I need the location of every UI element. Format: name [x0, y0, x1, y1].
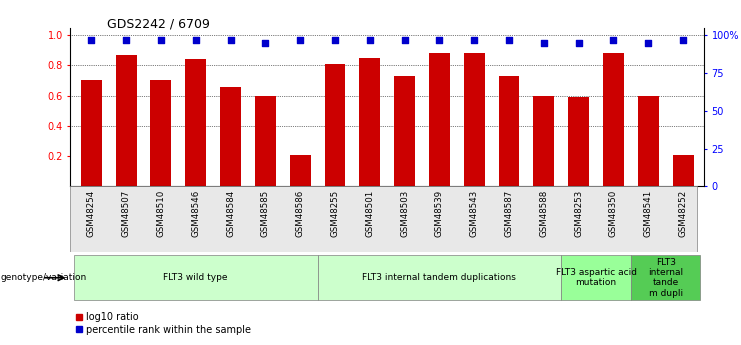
FancyBboxPatch shape: [74, 255, 318, 300]
Bar: [150, 80, 171, 186]
Text: FLT3 internal tandem duplications: FLT3 internal tandem duplications: [362, 273, 516, 282]
Text: GSM48539: GSM48539: [435, 189, 444, 237]
Point: [294, 37, 306, 42]
Point: [155, 37, 167, 42]
Point: [85, 37, 97, 42]
Bar: [568, 97, 589, 186]
Legend: log10 ratio, percentile rank within the sample: log10 ratio, percentile rank within the …: [76, 312, 251, 335]
Point: [573, 40, 585, 46]
Point: [259, 40, 271, 46]
Bar: [359, 58, 380, 186]
Bar: [603, 53, 624, 186]
Bar: [290, 155, 310, 186]
Bar: [325, 64, 345, 186]
FancyBboxPatch shape: [631, 255, 700, 300]
Bar: [185, 59, 206, 186]
Text: GSM48503: GSM48503: [400, 189, 409, 237]
Point: [677, 37, 689, 42]
Text: genotype/variation: genotype/variation: [1, 273, 87, 282]
Text: GSM48543: GSM48543: [470, 189, 479, 237]
Bar: [255, 96, 276, 186]
Text: GSM48541: GSM48541: [644, 189, 653, 237]
Text: GSM48254: GSM48254: [87, 189, 96, 237]
Bar: [81, 80, 102, 186]
Point: [329, 37, 341, 42]
Point: [190, 37, 202, 42]
Text: GSM48253: GSM48253: [574, 189, 583, 237]
Point: [608, 37, 619, 42]
Point: [120, 37, 132, 42]
Text: GSM48507: GSM48507: [122, 189, 130, 237]
FancyBboxPatch shape: [561, 255, 631, 300]
Text: GDS2242 / 6709: GDS2242 / 6709: [107, 17, 210, 30]
Text: GSM48585: GSM48585: [261, 189, 270, 237]
Point: [433, 37, 445, 42]
Bar: [638, 96, 659, 186]
Bar: [534, 96, 554, 186]
Bar: [429, 53, 450, 186]
Text: GSM48501: GSM48501: [365, 189, 374, 237]
Text: FLT3 aspartic acid
mutation: FLT3 aspartic acid mutation: [556, 268, 637, 287]
Text: GSM48588: GSM48588: [539, 189, 548, 237]
Text: GSM48587: GSM48587: [505, 189, 514, 237]
Text: FLT3 wild type: FLT3 wild type: [164, 273, 228, 282]
Point: [225, 37, 236, 42]
Bar: [220, 87, 241, 186]
Bar: [464, 53, 485, 186]
Point: [642, 40, 654, 46]
Bar: [499, 76, 519, 186]
FancyBboxPatch shape: [318, 255, 561, 300]
Point: [503, 37, 515, 42]
Text: GSM48350: GSM48350: [609, 189, 618, 237]
Text: GSM48546: GSM48546: [191, 189, 200, 237]
Text: FLT3
internal
tande
m dupli: FLT3 internal tande m dupli: [648, 258, 683, 298]
Bar: [394, 76, 415, 186]
Point: [468, 37, 480, 42]
Point: [364, 37, 376, 42]
Text: GSM48255: GSM48255: [330, 189, 339, 237]
Bar: [673, 155, 694, 186]
Text: GSM48252: GSM48252: [679, 189, 688, 237]
Text: GSM48584: GSM48584: [226, 189, 235, 237]
Bar: [116, 55, 136, 186]
Point: [399, 37, 411, 42]
Text: GSM48510: GSM48510: [156, 189, 165, 237]
Point: [538, 40, 550, 46]
Text: GSM48586: GSM48586: [296, 189, 305, 237]
